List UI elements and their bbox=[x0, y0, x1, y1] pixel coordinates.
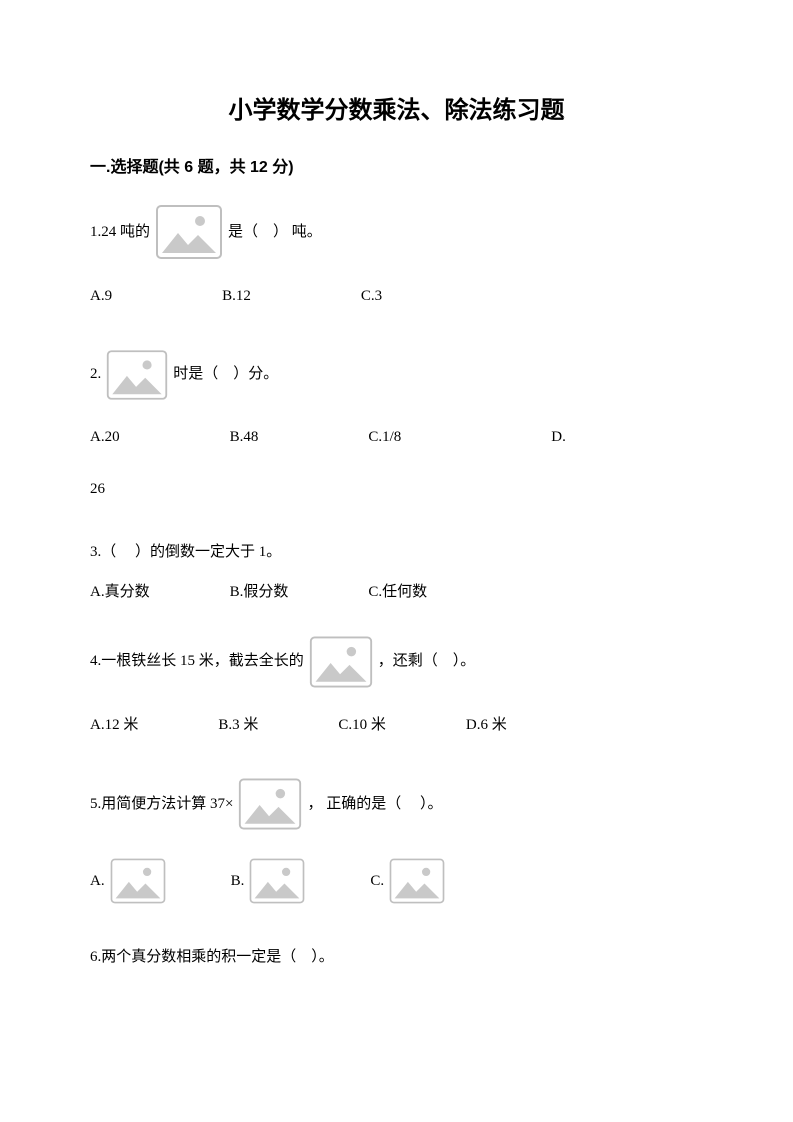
q4-pre: 4.一根铁丝长 15 米，截去全长的 bbox=[90, 650, 304, 673]
q5-opt-a: A. bbox=[90, 870, 105, 893]
q4-opt-b: B.3 米 bbox=[218, 714, 258, 737]
image-placeholder-icon bbox=[154, 203, 224, 261]
q5-stem: 5.用简便方法计算 37× ， 正确的是（ ）。 bbox=[90, 776, 703, 832]
q3-opt-c: C.任何数 bbox=[368, 581, 427, 604]
q1-options: A.9 B.12 C.3 bbox=[90, 285, 703, 308]
q5-post: ， 正确的是（ ）。 bbox=[307, 793, 442, 816]
q4-opt-c: C.10 米 bbox=[338, 714, 386, 737]
q5-opt-c: C. bbox=[370, 870, 384, 893]
q3-opt-a: A.真分数 bbox=[90, 581, 150, 604]
image-placeholder-icon bbox=[388, 856, 446, 906]
q1-opt-a: A.9 bbox=[90, 285, 112, 308]
q2-opt-d-text: 26 bbox=[90, 478, 105, 501]
q3-text: 3.（ ）的倒数一定大于 1。 bbox=[90, 541, 281, 564]
q3-stem: 3.（ ）的倒数一定大于 1。 bbox=[90, 541, 703, 564]
q3-options: A.真分数 B.假分数 C.任何数 bbox=[90, 581, 703, 604]
q2-opt-c: C.1/8 bbox=[368, 426, 401, 449]
q1-stem: 1.24 吨的 是（ ） 吨。 bbox=[90, 203, 703, 261]
q5-opt-b: B. bbox=[231, 870, 245, 893]
q2-opt-a: A.20 bbox=[90, 426, 120, 449]
image-placeholder-icon bbox=[109, 856, 167, 906]
q1-post: 是（ ） 吨。 bbox=[228, 221, 322, 244]
q6-text: 6.两个真分数相乘的积一定是（ ）。 bbox=[90, 946, 334, 969]
q4-options: A.12 米 B.3 米 C.10 米 D.6 米 bbox=[90, 714, 703, 737]
q2-post: 时是（ ）分。 bbox=[173, 363, 278, 386]
q1-pre: 1.24 吨的 bbox=[90, 221, 150, 244]
q4-opt-d: D.6 米 bbox=[466, 714, 507, 737]
q2-opt-b: B.48 bbox=[230, 426, 259, 449]
page-title: 小学数学分数乘法、除法练习题 bbox=[90, 90, 703, 125]
q1-opt-c: C.3 bbox=[361, 285, 382, 308]
q5-options: A. B. C. bbox=[90, 856, 703, 906]
image-placeholder-icon bbox=[105, 348, 169, 402]
image-placeholder-icon bbox=[237, 776, 303, 832]
section-heading: 一.选择题(共 6 题，共 12 分) bbox=[90, 153, 703, 177]
q2-pre: 2. bbox=[90, 363, 101, 386]
q2-stem: 2. 时是（ ）分。 bbox=[90, 348, 703, 402]
image-placeholder-icon bbox=[308, 634, 374, 690]
q6-stem: 6.两个真分数相乘的积一定是（ ）。 bbox=[90, 946, 703, 969]
q2-options: A.20 B.48 C.1/8 D. bbox=[90, 426, 703, 449]
worksheet-page: 小学数学分数乘法、除法练习题 一.选择题(共 6 题，共 12 分) 1.24 … bbox=[0, 0, 793, 1122]
q4-opt-a: A.12 米 bbox=[90, 714, 138, 737]
q4-stem: 4.一根铁丝长 15 米，截去全长的 ，还剩（ ）。 bbox=[90, 634, 703, 690]
q3-opt-b: B.假分数 bbox=[230, 581, 289, 604]
q4-post: ，还剩（ ）。 bbox=[378, 650, 476, 673]
q2-opt-d: D. bbox=[551, 426, 566, 449]
q1-opt-b: B.12 bbox=[222, 285, 251, 308]
q2-opt-d-wrap: 26 bbox=[90, 478, 703, 501]
image-placeholder-icon bbox=[248, 856, 306, 906]
q5-pre: 5.用简便方法计算 37× bbox=[90, 793, 233, 816]
